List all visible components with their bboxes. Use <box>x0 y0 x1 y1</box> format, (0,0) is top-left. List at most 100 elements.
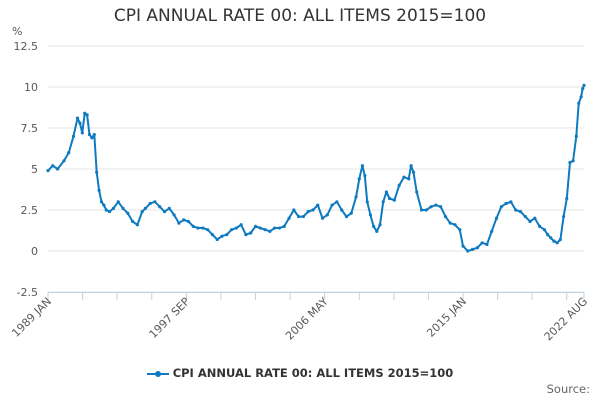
data-point[interactable] <box>365 200 369 204</box>
data-point[interactable] <box>419 208 424 212</box>
data-point[interactable] <box>335 200 339 204</box>
data-point[interactable] <box>135 223 139 227</box>
data-point[interactable] <box>87 132 92 137</box>
data-point[interactable] <box>273 226 277 230</box>
data-point[interactable] <box>210 233 215 237</box>
data-point[interactable] <box>546 233 550 237</box>
data-point[interactable] <box>514 208 518 212</box>
data-point[interactable] <box>372 224 376 228</box>
data-point[interactable] <box>172 213 176 217</box>
data-point[interactable] <box>568 160 572 165</box>
data-point[interactable] <box>268 229 272 233</box>
data-point[interactable] <box>253 224 258 228</box>
data-point[interactable] <box>167 206 171 210</box>
data-point[interactable] <box>244 233 248 237</box>
data-point[interactable] <box>392 198 396 202</box>
data-point[interactable] <box>494 216 499 220</box>
data-point[interactable] <box>320 216 325 220</box>
data-point[interactable] <box>565 196 569 201</box>
data-point[interactable] <box>538 224 542 228</box>
data-point[interactable] <box>485 242 489 247</box>
data-point[interactable] <box>292 208 296 212</box>
data-point[interactable] <box>402 175 406 179</box>
data-point[interactable] <box>561 214 566 219</box>
data-point[interactable] <box>186 219 191 224</box>
data-point[interactable] <box>509 200 513 204</box>
data-point[interactable] <box>55 167 60 171</box>
data-point[interactable] <box>239 223 243 227</box>
data-point[interactable] <box>143 206 147 210</box>
data-point[interactable] <box>229 228 234 232</box>
data-point[interactable] <box>111 206 116 210</box>
data-point[interactable] <box>220 234 224 238</box>
data-point[interactable] <box>97 188 101 192</box>
data-point[interactable] <box>381 200 385 204</box>
data-point[interactable] <box>95 170 99 174</box>
data-point[interactable] <box>480 241 484 245</box>
data-point[interactable] <box>466 249 470 253</box>
data-point[interactable] <box>311 208 315 212</box>
data-point[interactable] <box>443 214 448 219</box>
data-point[interactable] <box>470 247 475 251</box>
data-point[interactable] <box>581 87 585 91</box>
data-point[interactable] <box>340 208 344 212</box>
data-point[interactable] <box>153 200 157 204</box>
data-point[interactable] <box>102 203 106 207</box>
data-point[interactable] <box>277 226 282 230</box>
data-point[interactable] <box>92 132 96 137</box>
data-point[interactable] <box>411 170 416 174</box>
data-point[interactable] <box>80 131 84 135</box>
data-point[interactable] <box>490 229 494 233</box>
data-point[interactable] <box>258 226 262 230</box>
data-point[interactable] <box>191 224 195 228</box>
data-point[interactable] <box>349 211 353 215</box>
data-point[interactable] <box>263 228 267 232</box>
data-point[interactable] <box>148 201 152 206</box>
data-point[interactable] <box>196 226 200 230</box>
data-point[interactable] <box>297 214 301 219</box>
data-point[interactable] <box>354 195 358 199</box>
data-point[interactable] <box>225 233 229 237</box>
data-point[interactable] <box>249 231 253 235</box>
data-point[interactable] <box>201 226 205 230</box>
data-point[interactable] <box>558 237 562 242</box>
data-point[interactable] <box>368 213 373 217</box>
data-point[interactable] <box>67 151 71 155</box>
data-point[interactable] <box>330 203 334 207</box>
data-point[interactable] <box>182 218 186 222</box>
data-point[interactable] <box>363 173 367 178</box>
data-point[interactable] <box>409 164 413 168</box>
data-point[interactable] <box>429 205 433 209</box>
data-point[interactable] <box>325 213 329 217</box>
data-point[interactable] <box>461 244 465 248</box>
data-point[interactable] <box>177 221 181 225</box>
data-point[interactable] <box>360 164 365 168</box>
data-point[interactable] <box>533 216 537 220</box>
data-point[interactable] <box>116 200 120 204</box>
data-point[interactable] <box>206 228 210 232</box>
data-point[interactable] <box>158 205 162 209</box>
data-point[interactable] <box>126 211 130 215</box>
data-point[interactable] <box>215 237 219 242</box>
data-point[interactable] <box>99 200 104 204</box>
data-point[interactable] <box>306 210 310 214</box>
data-point[interactable] <box>316 203 320 207</box>
legend[interactable]: CPI ANNUAL RATE 00: ALL ITEMS 2015=100 <box>0 366 600 380</box>
data-point[interactable] <box>121 206 125 210</box>
data-point[interactable] <box>453 223 457 227</box>
data-point[interactable] <box>424 208 428 212</box>
data-point[interactable] <box>475 246 479 250</box>
data-point[interactable] <box>552 239 556 243</box>
data-point[interactable] <box>582 83 586 87</box>
series-line[interactable] <box>47 85 585 252</box>
data-point[interactable] <box>499 205 503 209</box>
data-point[interactable] <box>458 228 462 232</box>
data-point[interactable] <box>107 210 112 214</box>
data-point[interactable] <box>555 241 559 245</box>
data-point[interactable] <box>542 228 547 232</box>
data-point[interactable] <box>387 196 392 201</box>
data-point[interactable] <box>71 134 76 138</box>
data-point[interactable] <box>282 224 286 228</box>
data-point[interactable] <box>301 214 305 219</box>
data-point[interactable] <box>75 116 80 120</box>
